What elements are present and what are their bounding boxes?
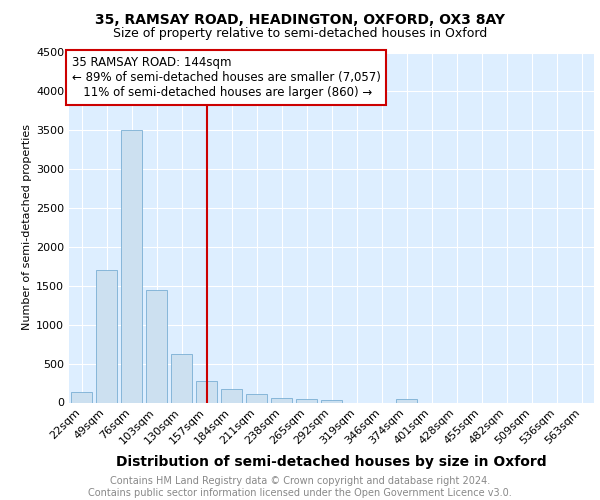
Bar [271,398,292,402]
Bar [71,392,92,402]
Text: 35, RAMSAY ROAD, HEADINGTON, OXFORD, OX3 8AY: 35, RAMSAY ROAD, HEADINGTON, OXFORD, OX3… [95,12,505,26]
Y-axis label: Number of semi-detached properties: Number of semi-detached properties [22,124,32,330]
Bar [196,380,217,402]
Bar [96,270,117,402]
Bar [146,290,167,403]
Bar [321,400,342,402]
Text: 35 RAMSAY ROAD: 144sqm
← 89% of semi-detached houses are smaller (7,057)
   11% : 35 RAMSAY ROAD: 144sqm ← 89% of semi-det… [71,56,380,99]
Bar [396,400,417,402]
Text: Contains HM Land Registry data © Crown copyright and database right 2024.
Contai: Contains HM Land Registry data © Crown c… [88,476,512,498]
Bar [121,130,142,402]
Bar [221,389,242,402]
Bar [171,354,192,403]
Text: Size of property relative to semi-detached houses in Oxford: Size of property relative to semi-detach… [113,28,487,40]
Bar [296,400,317,402]
X-axis label: Distribution of semi-detached houses by size in Oxford: Distribution of semi-detached houses by … [116,454,547,468]
Bar [246,394,267,402]
